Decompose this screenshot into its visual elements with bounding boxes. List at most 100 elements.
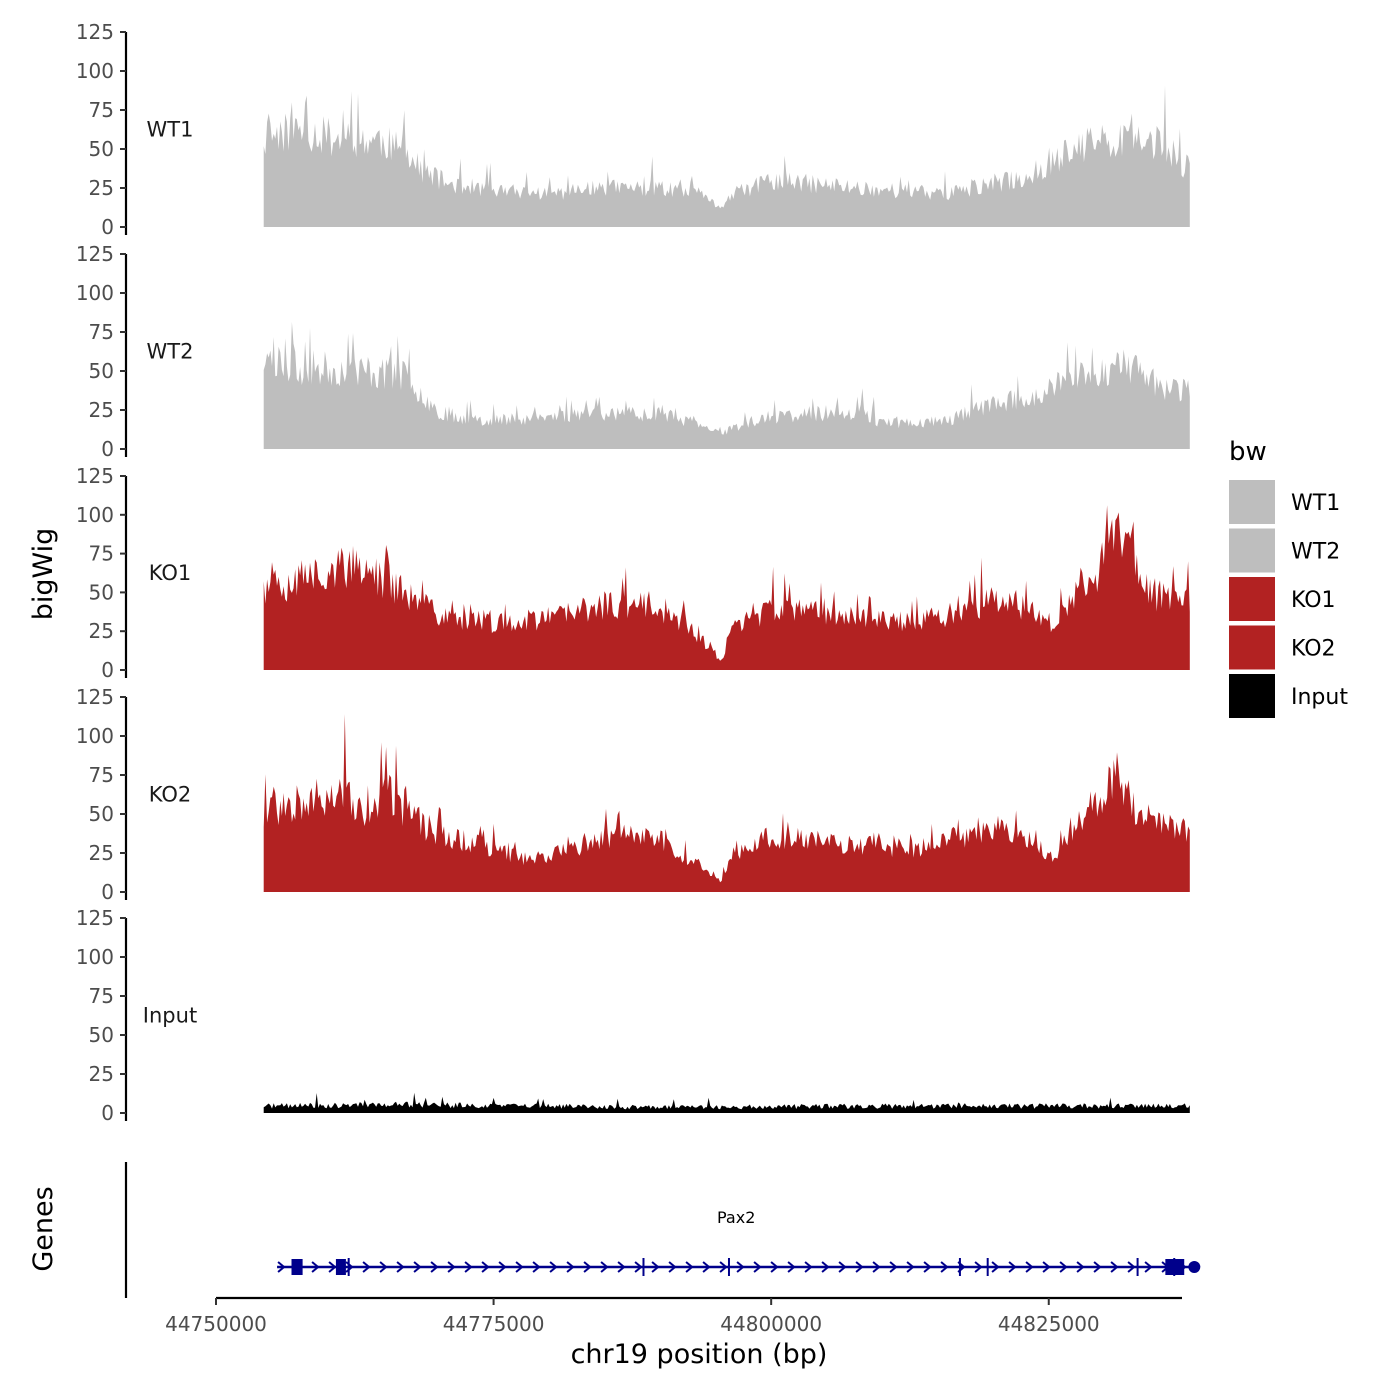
track-label-input: Input [143,1004,197,1028]
y-tick-label: 100 [76,281,114,305]
y-tick-label: 125 [76,20,114,44]
y-tick-label: 0 [101,880,114,904]
strand-arrow [447,1261,456,1273]
y-tick-label: 0 [101,215,114,239]
track-label-wt2: WT2 [147,340,194,364]
strand-arrow [821,1261,830,1273]
y-tick-label: 75 [89,542,114,566]
strand-arrow [838,1261,847,1273]
strand-arrow [940,1261,949,1273]
y-tick-label: 25 [89,176,114,200]
legend-entry-wt1: WT1 [1229,480,1340,524]
legend-entry-ko2: KO2 [1229,625,1336,670]
legend-entry-wt2: WT2 [1229,528,1340,573]
strand-arrow [532,1261,541,1273]
strand-arrow [685,1261,694,1273]
strand-arrow [719,1261,728,1273]
y-tick-label: 0 [101,1101,114,1125]
strand-arrow [702,1261,711,1273]
track-ko1: 0 25 50 75 100 125 KO1 [76,464,1190,682]
strand-arrow [328,1261,337,1273]
y-tick-label: 75 [89,98,114,122]
x-axis-title: chr19 position (bp) [571,1339,828,1370]
strand-arrow [311,1261,320,1273]
strand-arrow [889,1261,898,1273]
legend-label: WT2 [1291,540,1340,565]
strand-arrow [515,1261,524,1273]
legend-label: KO1 [1291,588,1336,613]
genes-panel: Pax2 [124,1162,1201,1298]
legend-swatch [1229,528,1275,573]
strand-arrow [753,1261,762,1273]
y-tick-label: 125 [76,685,114,709]
strand-arrow [668,1261,677,1273]
track-ko2: 0 25 50 75 100 125 KO2 [76,685,1190,904]
legend-label: Input [1291,685,1348,710]
tracks-layer: 0 25 50 75 100 125 WT1 0 25 50 75 100 125 WT2 0 25 50 75 1… [76,20,1190,1125]
exon-box [291,1259,303,1275]
strand-arrow [1110,1261,1119,1273]
strand-arrow [1093,1261,1102,1273]
y-tick-label: 50 [89,1023,114,1047]
gene-pax2: Pax2 [277,1208,1201,1276]
signal-area-input [263,1092,1190,1113]
legend-label: KO2 [1291,637,1336,662]
track-wt1: 0 25 50 75 100 125 WT1 [76,20,1190,239]
y-axis-title: bigWig [28,528,59,621]
legend-swatch [1229,577,1275,621]
strand-arrow [1008,1261,1017,1273]
strand-arrow [1025,1261,1034,1273]
y-tick-label: 75 [89,320,114,344]
strand-arrow [736,1261,745,1273]
strand-arrow [481,1261,490,1273]
signal-area-wt2 [263,321,1190,449]
strand-arrow [600,1261,609,1273]
x-tick-label: 44800000 [720,1312,822,1336]
strand-arrow [583,1261,592,1273]
strand-arrow [804,1261,813,1273]
legend-label: WT1 [1291,491,1340,516]
exon-box [1165,1259,1185,1275]
strand-arrow [1076,1261,1085,1273]
strand-arrow [770,1261,779,1273]
strand-arrow [906,1261,915,1273]
legend-swatch [1229,625,1275,670]
y-tick-label: 25 [89,1062,114,1086]
strand-arrow [430,1261,439,1273]
genes-axis-title: Genes [28,1186,59,1271]
y-tick-label: 100 [76,724,114,748]
strand-arrow [787,1261,796,1273]
track-label-wt1: WT1 [147,118,194,142]
legend-title: bw [1229,437,1267,467]
strand-arrow [1127,1261,1136,1273]
track-label-ko2: KO2 [149,783,192,807]
x-axis: 44750000 44775000 44800000 44825000 [165,1296,1182,1336]
legend-swatch [1229,480,1275,524]
y-tick-label: 100 [76,945,114,969]
strand-arrow [1059,1261,1068,1273]
track-input: 0 25 50 75 100 125 Input [76,906,1190,1125]
track-wt2: 0 25 50 75 100 125 WT2 [76,242,1190,461]
y-tick-label: 50 [89,580,114,604]
strand-arrow [1144,1261,1153,1273]
y-tick-label: 100 [76,59,114,83]
x-tick-label: 44750000 [165,1312,267,1336]
strand-arrow [974,1261,983,1273]
strand-arrow [1042,1261,1051,1273]
legend-swatch [1229,674,1275,718]
y-tick-label: 125 [76,242,114,266]
strand-arrow [617,1261,626,1273]
y-tick-label: 125 [76,906,114,930]
strand-arrow [991,1261,1000,1273]
track-label-ko1: KO1 [149,561,192,585]
strand-arrow [634,1261,643,1273]
signal-area-ko2 [263,714,1190,892]
strand-arrow [277,1261,286,1273]
signal-area-wt1 [263,85,1190,228]
y-tick-label: 100 [76,503,114,527]
x-tick-label: 44825000 [998,1312,1100,1336]
strand-arrow [855,1261,864,1273]
strand-arrow [651,1261,660,1273]
strand-arrow [872,1261,881,1273]
